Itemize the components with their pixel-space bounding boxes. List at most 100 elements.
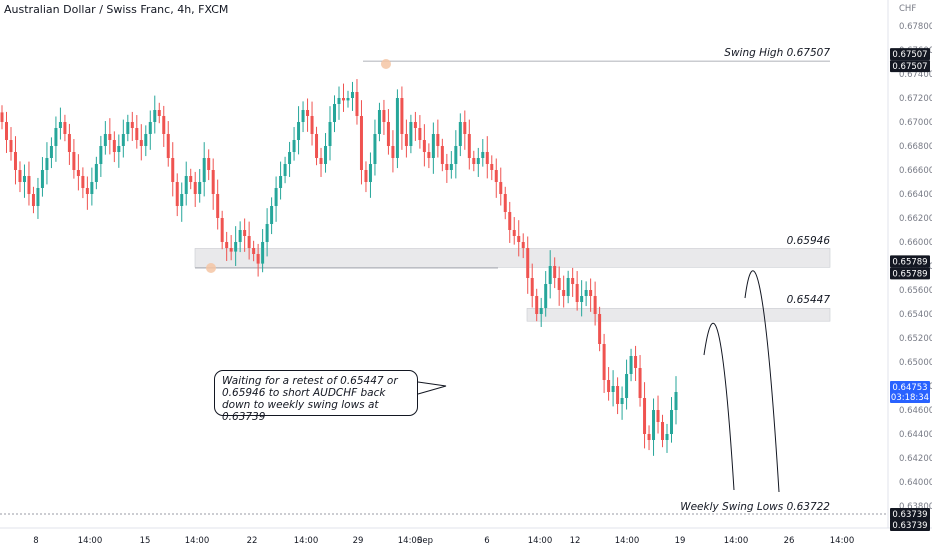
candle-body[interactable] [526,248,530,278]
candle-body[interactable] [607,380,611,392]
candle-body[interactable] [171,158,175,182]
candle-body[interactable] [346,98,350,101]
candle-body[interactable] [368,164,372,182]
candle-body[interactable] [175,182,179,206]
candle-body[interactable] [499,182,503,194]
candle-body[interactable] [472,158,476,164]
candle-body[interactable] [157,110,161,116]
candle-body[interactable] [90,182,94,194]
candle-body[interactable] [643,398,647,434]
candle-body[interactable] [656,410,660,422]
candle-body[interactable] [548,266,552,284]
candle-body[interactable] [265,224,269,242]
candle-body[interactable] [22,176,26,182]
candle-body[interactable] [333,104,337,122]
candle-body[interactable] [391,146,395,158]
candle-body[interactable] [18,170,22,182]
candle-body[interactable] [36,188,40,206]
candle-body[interactable] [288,152,292,164]
candle-body[interactable] [530,278,534,296]
candle-body[interactable] [589,290,593,296]
candle-body[interactable] [202,158,206,182]
candle-body[interactable] [180,194,184,206]
candle-body[interactable] [629,356,633,374]
candle-body[interactable] [130,122,134,128]
candle-body[interactable] [328,122,332,146]
candle-body[interactable] [355,92,359,116]
candle-body[interactable] [193,182,197,194]
candle-body[interactable] [503,194,507,212]
candle-body[interactable] [571,278,575,284]
candle-body[interactable] [31,194,35,206]
candle-body[interactable] [310,116,314,134]
candle-body[interactable] [184,176,188,194]
candle-body[interactable] [620,398,624,404]
candle-body[interactable] [315,134,319,158]
candle-body[interactable] [373,134,377,164]
candle-body[interactable] [445,164,449,170]
candle-body[interactable] [238,230,242,242]
candle-body[interactable] [467,134,471,158]
candle-body[interactable] [494,170,498,182]
candle-body[interactable] [220,218,224,242]
candle-body[interactable] [4,122,8,140]
candle-body[interactable] [54,128,58,146]
candle-body[interactable] [364,170,368,182]
candle-body[interactable] [670,410,674,434]
candle-body[interactable] [449,164,453,170]
candle-body[interactable] [382,110,386,122]
candle-body[interactable] [94,164,98,182]
candle-body[interactable] [422,140,426,152]
candle-body[interactable] [359,116,363,170]
supply-zone[interactable] [194,248,831,268]
candle-body[interactable] [481,152,485,158]
candle-body[interactable] [27,176,31,194]
supply-zone[interactable] [526,308,831,322]
candle-body[interactable] [256,254,260,264]
candle-body[interactable] [211,170,215,194]
candle-body[interactable] [341,98,345,101]
candle-body[interactable] [463,122,467,134]
candle-body[interactable] [0,112,4,122]
candle-body[interactable] [319,158,323,164]
candle-body[interactable] [454,146,458,164]
candle-body[interactable] [306,110,310,116]
text-callout[interactable]: Waiting for a retest of 0.65447 or 0.659… [214,370,418,423]
candle-body[interactable] [413,122,417,128]
candle-body[interactable] [458,122,462,146]
candle-body[interactable] [279,176,283,188]
candle-body[interactable] [580,296,584,302]
candle-body[interactable] [652,410,656,440]
candle-body[interactable] [634,356,638,368]
candle-body[interactable] [350,92,354,98]
candle-body[interactable] [553,266,557,278]
candle-body[interactable] [436,134,440,146]
candle-body[interactable] [409,122,413,146]
candle-body[interactable] [270,206,274,224]
candle-body[interactable] [85,188,89,194]
candle-body[interactable] [283,164,287,176]
candle-body[interactable] [108,134,112,140]
candle-body[interactable] [476,158,480,164]
candle-body[interactable] [189,176,193,182]
candle-body[interactable] [440,146,444,164]
candle-body[interactable] [517,236,521,242]
projection-curve-2[interactable] [744,270,780,493]
candle-body[interactable] [647,434,651,440]
candle-body[interactable] [261,242,265,264]
candle-body[interactable] [153,110,157,122]
candle-body[interactable] [638,368,642,398]
candle-body[interactable] [395,98,399,158]
candle-body[interactable] [625,374,629,398]
candle-body[interactable] [117,146,121,152]
candle-body[interactable] [301,110,305,122]
candle-body[interactable] [45,158,49,170]
candle-body[interactable] [63,122,67,134]
candle-body[interactable] [216,194,220,218]
candle-body[interactable] [584,290,588,296]
candle-body[interactable] [521,242,525,248]
candle-body[interactable] [661,422,665,440]
candle-body[interactable] [544,284,548,308]
candle-body[interactable] [229,248,233,252]
candle-body[interactable] [431,134,435,158]
